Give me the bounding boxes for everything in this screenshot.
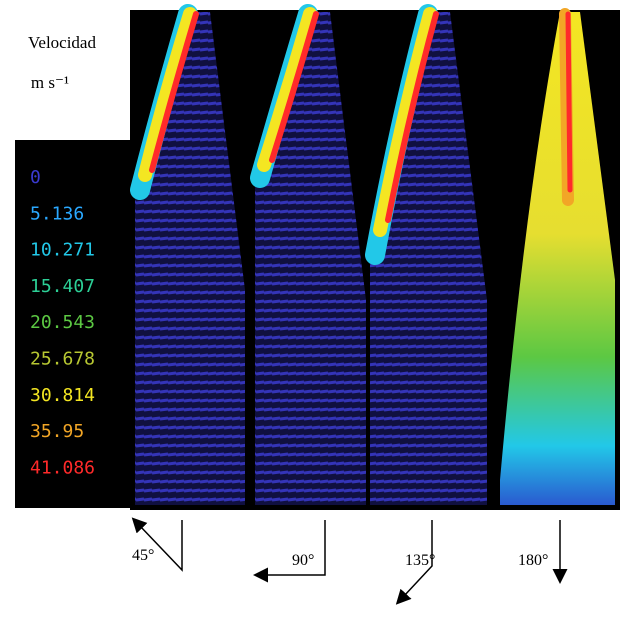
legend-value: 20.543: [30, 312, 95, 333]
legend-value: 5.136: [30, 203, 84, 224]
legend-value: 15.407: [30, 276, 95, 297]
legend-value: 10.271: [30, 240, 95, 261]
legend-value: 25.678: [30, 349, 95, 370]
angle-label: 45°: [132, 547, 154, 564]
panels: [130, 4, 615, 505]
legend-value: 0: [30, 167, 41, 188]
legend-value: 35.95: [30, 421, 84, 442]
legend-value: 41.086: [30, 457, 95, 478]
angle-label: 180°: [518, 552, 548, 569]
direction-arrows: [131, 517, 568, 605]
legend-value: 30.814: [30, 385, 95, 406]
panel: [500, 12, 615, 505]
legend-unit: m s⁻¹: [31, 73, 69, 92]
angle-label: 135°: [405, 552, 435, 569]
angle-label: 90°: [292, 552, 314, 569]
legend-background: [15, 140, 135, 508]
legend-title: Velocidad: [28, 33, 96, 52]
